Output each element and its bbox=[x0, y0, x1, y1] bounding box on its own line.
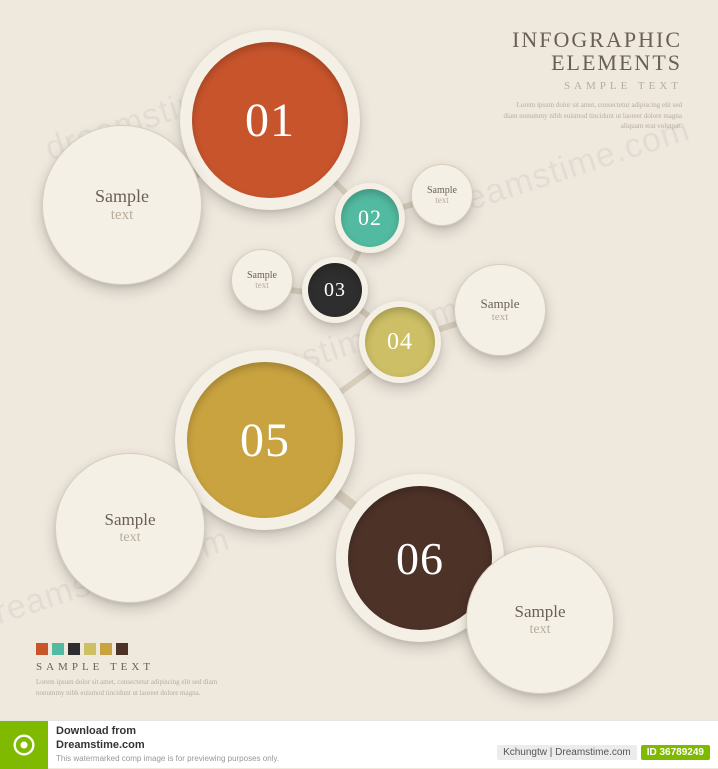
header-title-line1: INFOGRAPHIC bbox=[512, 27, 682, 52]
label-circle: Sampletext bbox=[231, 249, 293, 311]
label-text: text bbox=[111, 207, 134, 224]
watermark-banner: Download fromDreamstime.com This waterma… bbox=[0, 720, 718, 768]
label-title: Sample bbox=[427, 185, 457, 196]
step-circle-01: 01 bbox=[180, 30, 360, 210]
watermark-text: Download fromDreamstime.com This waterma… bbox=[48, 724, 279, 766]
footer-blurb: Lorem ipsum dolor sit amet, consectetur … bbox=[36, 677, 246, 698]
watermark-credits: Kchungtw | Dreamstime.com ID 36789249 bbox=[497, 745, 710, 760]
footer-block: SAMPLE TEXT Lorem ipsum dolor sit amet, … bbox=[36, 643, 246, 698]
watermark-author: Kchungtw | Dreamstime.com bbox=[497, 745, 637, 760]
label-text: text bbox=[530, 622, 551, 637]
header-title: INFOGRAPHIC ELEMENTS bbox=[502, 28, 682, 74]
step-number: 03 bbox=[324, 279, 346, 302]
label-circle: Sampletext bbox=[411, 164, 473, 226]
step-circle-05: 05 bbox=[175, 350, 355, 530]
label-title: Sample bbox=[95, 187, 149, 207]
step-circle-04: 04 bbox=[359, 301, 441, 383]
step-number: 01 bbox=[245, 93, 295, 148]
label-circle: Sampletext bbox=[466, 546, 614, 694]
label-text: text bbox=[435, 196, 449, 206]
step-number: 05 bbox=[240, 413, 290, 468]
header-subtitle: SAMPLE TEXT bbox=[502, 80, 682, 92]
step-number: 06 bbox=[396, 532, 444, 585]
label-title: Sample bbox=[481, 297, 520, 311]
step-number: 04 bbox=[387, 329, 413, 356]
label-title: Sample bbox=[247, 270, 277, 281]
step-circle-03: 03 bbox=[302, 257, 368, 323]
dreamstime-logo-icon bbox=[0, 721, 48, 769]
palette-swatch bbox=[36, 643, 48, 655]
header-block: INFOGRAPHIC ELEMENTS SAMPLE TEXT Lorem i… bbox=[502, 28, 682, 132]
label-circle: Sampletext bbox=[454, 264, 546, 356]
palette-swatch bbox=[116, 643, 128, 655]
label-circle: Sampletext bbox=[42, 125, 202, 285]
label-text: text bbox=[120, 530, 141, 545]
footer-title: SAMPLE TEXT bbox=[36, 661, 246, 673]
label-text: text bbox=[492, 311, 509, 323]
watermark-id: ID 36789249 bbox=[641, 745, 710, 760]
palette-swatch bbox=[68, 643, 80, 655]
label-text: text bbox=[255, 281, 269, 291]
label-title: Sample bbox=[105, 511, 156, 530]
header-blurb: Lorem ipsum dolor sit amet, consectetur … bbox=[502, 100, 682, 132]
palette-swatch bbox=[84, 643, 96, 655]
label-title: Sample bbox=[515, 603, 566, 622]
label-circle: Sampletext bbox=[55, 453, 205, 603]
palette-swatches bbox=[36, 643, 246, 655]
palette-swatch bbox=[52, 643, 64, 655]
step-number: 02 bbox=[358, 205, 382, 231]
palette-swatch bbox=[100, 643, 112, 655]
step-circle-02: 02 bbox=[335, 183, 405, 253]
header-title-line2: ELEMENTS bbox=[551, 50, 682, 75]
